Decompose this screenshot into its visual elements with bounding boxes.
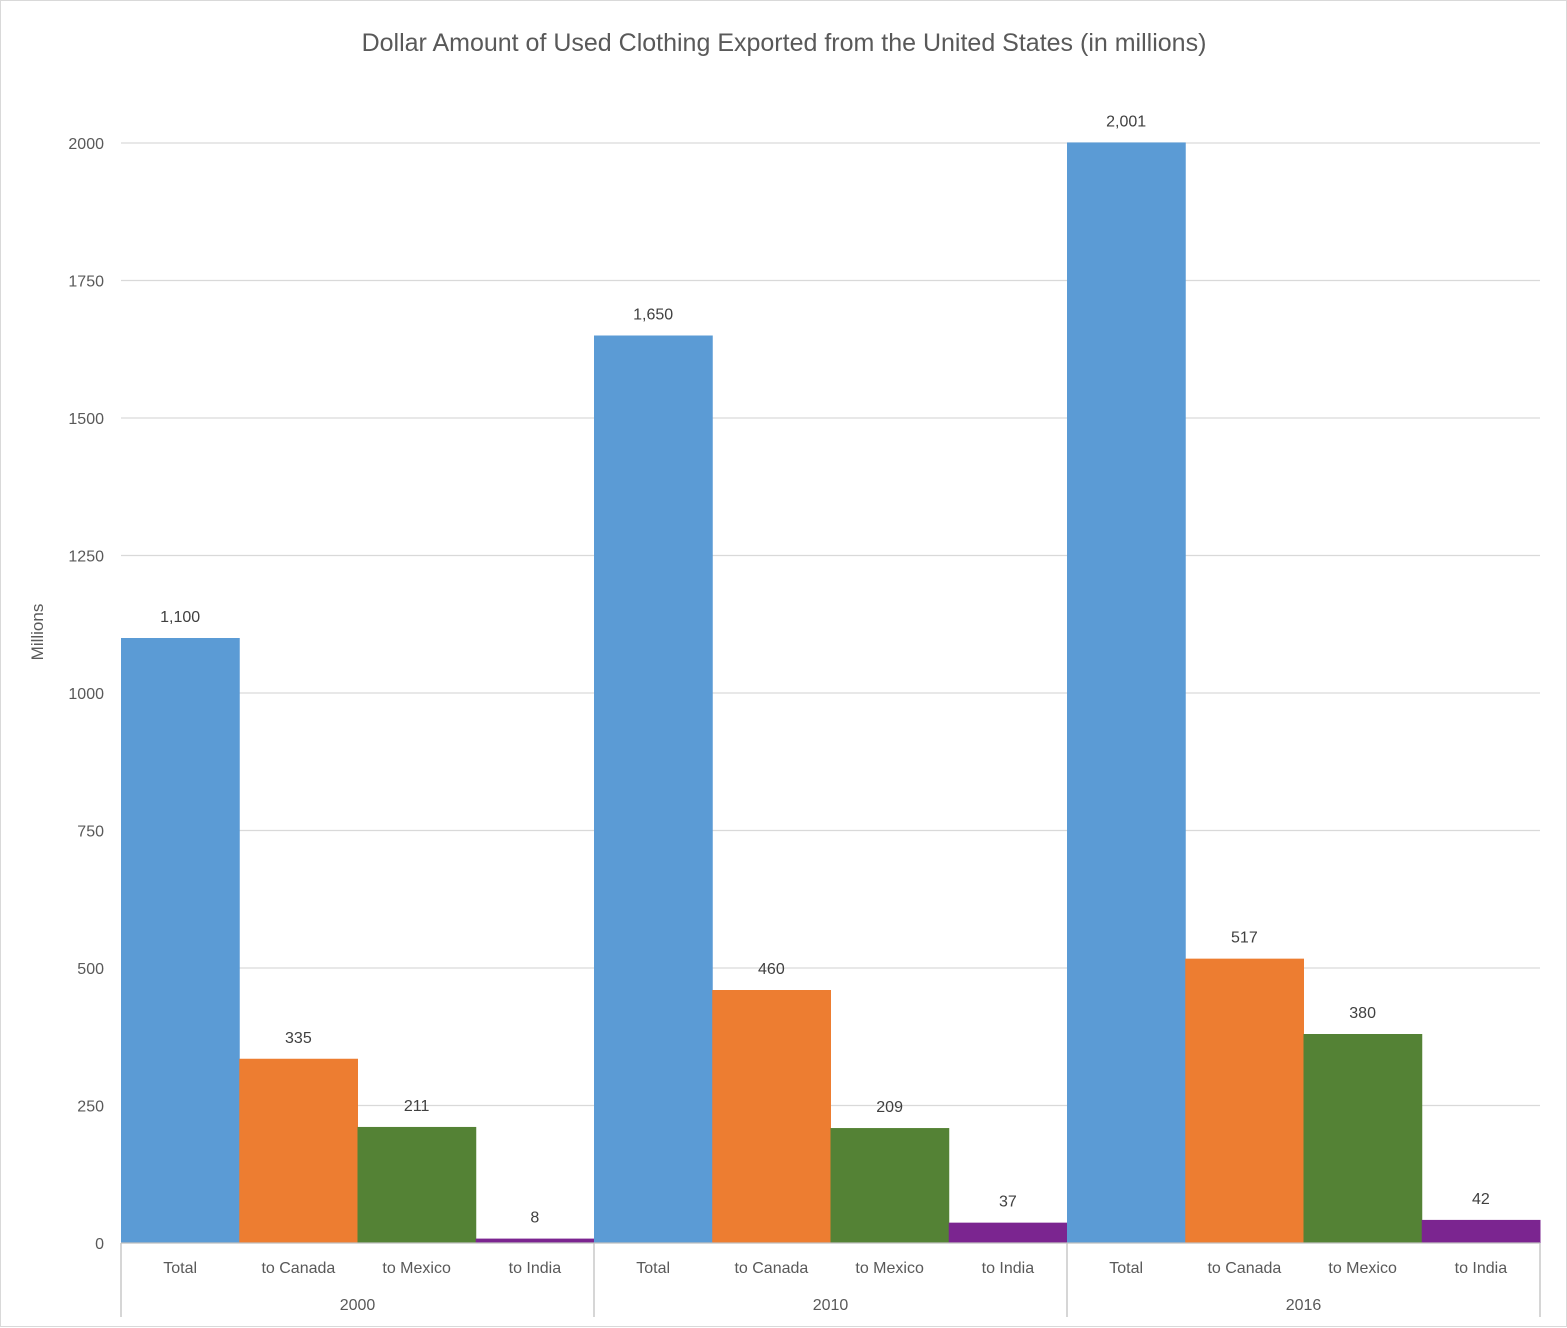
bars	[121, 142, 1541, 1244]
bar-2000-total	[121, 638, 240, 1243]
data-labels: 1,100 335 211 8 1,650 460 209 37 2,001 517 380 42	[160, 113, 1490, 1226]
bar-2016-to-canada	[1185, 958, 1304, 1243]
x-category-label-2010-to-mexico: to Mexico	[855, 1260, 924, 1277]
data-label-2016-total: 2,001	[1106, 113, 1146, 130]
x-group-label-2000: 2000	[340, 1297, 376, 1314]
x-category-label-2000-to-india: to India	[509, 1260, 562, 1277]
bar-2016-to-india	[1421, 1219, 1541, 1243]
bar-2016-to-mexico	[1303, 1034, 1423, 1243]
data-label-2016-to-mexico: 380	[1349, 1005, 1376, 1022]
x-category-label-2010-total: Total	[636, 1260, 670, 1277]
y-tick-label-1500: 1500	[68, 411, 104, 428]
data-label-2000-to-mexico: 211	[404, 1098, 430, 1115]
y-tick-label-1250: 1250	[68, 549, 104, 566]
data-label-2010-to-mexico: 209	[876, 1099, 903, 1116]
data-label-2010-to-india: 37	[999, 1194, 1017, 1211]
x-category-label-2000-to-mexico: to Mexico	[382, 1260, 451, 1277]
y-tick-label-2000: 2000	[68, 136, 104, 153]
y-axis-title: Millions	[28, 604, 47, 661]
y-axis-ticks: 0 250 500 750 1000 1250 1500 1750 2000	[68, 136, 104, 1253]
data-label-2016-to-canada: 517	[1231, 930, 1258, 947]
x-category-label-2010-to-canada: to Canada	[734, 1260, 808, 1277]
y-tick-label-250: 250	[77, 1099, 104, 1116]
x-category-label-2016-to-mexico: to Mexico	[1328, 1260, 1397, 1277]
bar-2016-total	[1067, 142, 1186, 1244]
x-category-label-2016-to-canada: to Canada	[1207, 1260, 1281, 1277]
y-tick-label-500: 500	[77, 961, 104, 978]
data-label-2000-to-canada: 335	[285, 1030, 312, 1047]
x-group-label-2010: 2010	[813, 1297, 849, 1314]
bar-2000-to-canada	[239, 1058, 358, 1243]
gridlines	[121, 142, 1540, 1107]
data-label-2000-total: 1,100	[160, 609, 200, 626]
bar-2010-to-india	[948, 1222, 1068, 1243]
bar-2000-to-india	[475, 1238, 595, 1243]
x-category-label-2000-total: Total	[163, 1260, 197, 1277]
data-label-2010-to-canada: 460	[758, 961, 785, 978]
bar-2010-to-mexico	[830, 1128, 950, 1243]
x-group-label-2016: 2016	[1286, 1297, 1322, 1314]
data-label-2016-to-india: 42	[1472, 1191, 1490, 1208]
bar-2010-total	[594, 335, 713, 1243]
y-tick-label-1750: 1750	[68, 274, 104, 291]
bar-2010-to-canada	[712, 990, 831, 1243]
data-label-2000-to-india: 8	[530, 1210, 539, 1227]
data-label-2010-total: 1,650	[633, 307, 673, 324]
bar-2000-to-mexico	[357, 1126, 477, 1243]
x-category-label-2010-to-india: to India	[982, 1260, 1035, 1277]
x-category-label-2016-to-india: to India	[1455, 1260, 1508, 1277]
x-axis: Total to Canada to Mexico to India 2000 Total…	[120, 1242, 1541, 1317]
y-tick-label-0: 0	[95, 1236, 104, 1253]
x-category-label-2000-to-canada: to Canada	[261, 1260, 335, 1277]
x-category-label-2016-total: Total	[1109, 1260, 1143, 1277]
y-tick-label-1000: 1000	[68, 686, 104, 703]
y-tick-label-750: 750	[77, 824, 104, 841]
chart-title: Dollar Amount of Used Clothing Exported …	[362, 29, 1207, 57]
